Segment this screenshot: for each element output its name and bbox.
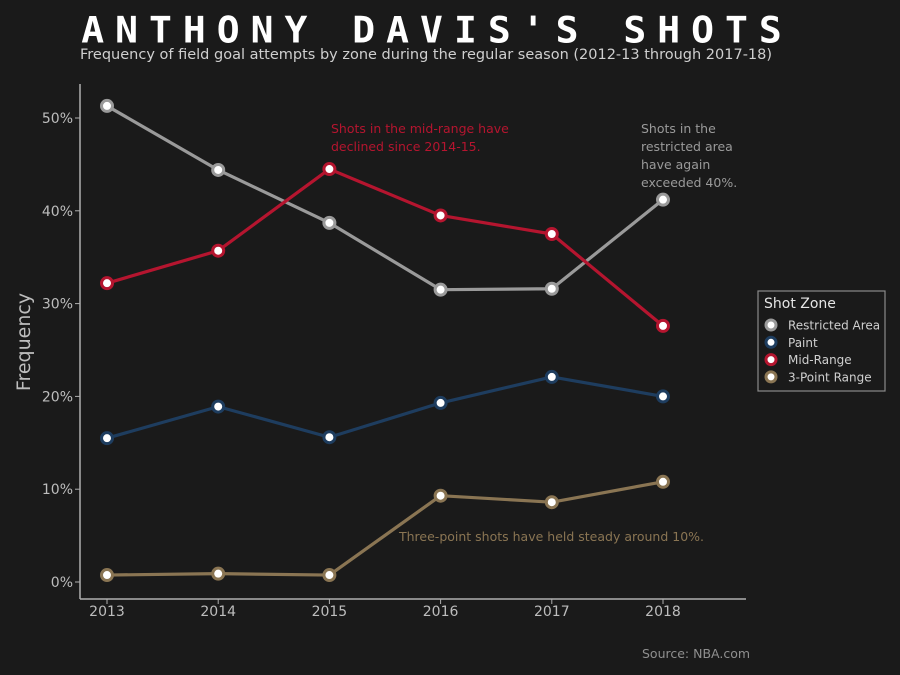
data-point	[544, 495, 559, 510]
y-tick-label: 10%	[42, 482, 73, 498]
data-point	[211, 399, 226, 414]
y-axis-label: Frequency	[13, 293, 35, 391]
chart-title: ANTHONY DAVIS'S SHOTS	[81, 9, 793, 51]
y-tick-label: 40%	[42, 204, 73, 220]
data-point	[322, 215, 337, 230]
data-point	[433, 208, 448, 223]
legend-marker	[764, 318, 778, 332]
legend-label: Restricted Area	[788, 319, 880, 333]
data-point	[656, 474, 670, 489]
series-paint	[100, 369, 670, 446]
x-tick-label: 2013	[89, 604, 125, 620]
data-point	[433, 395, 448, 410]
legend-label: Mid-Range	[788, 353, 852, 367]
annotations: Shots in the mid-range have declined sinc…	[331, 121, 737, 544]
annotation-text: Shots in the mid-range have declined sinc…	[331, 121, 509, 154]
data-point	[544, 369, 559, 384]
legend: Shot Zone Restricted Area Paint Mid-Range 3-…	[757, 290, 886, 392]
data-point	[100, 431, 114, 446]
series-3-point-range	[100, 474, 670, 583]
data-point	[544, 227, 559, 241]
x-tick-label: 2014	[200, 604, 236, 620]
source-note: Source: NBA.com	[642, 646, 751, 661]
y-tick-label: 0%	[51, 575, 73, 591]
data-point	[211, 566, 226, 581]
data-point	[433, 282, 448, 297]
legend-marker	[764, 370, 778, 384]
data-point	[100, 276, 114, 291]
series-restricted-area	[100, 98, 670, 297]
legend-marker	[764, 335, 778, 349]
y-tick-label: 20%	[42, 389, 73, 405]
data-point	[656, 192, 670, 207]
data-point	[322, 430, 337, 445]
annotation-text: Three-point shots have held steady aroun…	[398, 529, 704, 544]
annotation-text: Shots in the restricted area have again exc…	[641, 121, 737, 190]
data-point	[322, 568, 337, 583]
data-point	[656, 318, 670, 333]
axes: 0% 10% 20% 30% 40% 50% 2013 2014 2015 2016 2017 201…	[13, 84, 746, 620]
legend-title: Shot Zone	[764, 296, 836, 312]
legend-box	[757, 290, 886, 392]
data-point	[211, 162, 226, 177]
y-tick-label: 30%	[42, 297, 73, 313]
x-tick-label: 2015	[312, 604, 348, 620]
data-point	[433, 488, 448, 503]
data-point	[211, 243, 226, 258]
data-point	[322, 162, 337, 177]
y-tick-label: 50%	[42, 111, 73, 127]
data-point	[100, 568, 114, 583]
legend-label: Paint	[788, 336, 818, 350]
series-mid-range	[100, 162, 670, 333]
x-tick-label: 2017	[534, 604, 570, 620]
data-point	[544, 281, 559, 296]
chart-subtitle: Frequency of field goal attempts by zone…	[80, 47, 773, 63]
legend-label: 3-Point Range	[788, 370, 872, 384]
x-tick-label: 2016	[423, 604, 459, 620]
legend-marker	[764, 353, 778, 367]
data-point	[100, 98, 114, 113]
x-tick-label: 2018	[645, 604, 681, 620]
data-point	[656, 389, 670, 404]
series-lines	[100, 98, 670, 583]
